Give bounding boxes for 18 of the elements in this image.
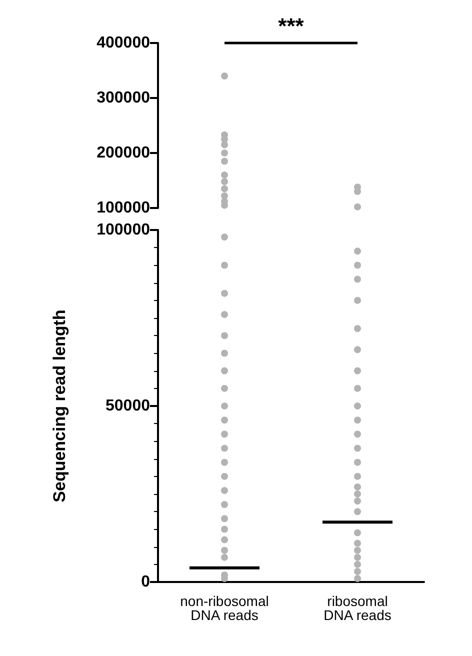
y-tick-label: 100000	[96, 200, 150, 216]
y-tick-label: 100000	[96, 222, 150, 238]
point	[221, 178, 228, 186]
x-tick-label: ribosomal DNA reads	[324, 593, 392, 623]
point	[221, 172, 228, 178]
y-tick-label: 400000	[96, 34, 150, 52]
y-tick-label: 0	[141, 574, 150, 590]
y-tick-label: 50000	[106, 398, 150, 414]
y-tick-label: 200000	[96, 144, 150, 162]
y-tick-label: 300000	[96, 90, 150, 106]
point	[221, 150, 228, 156]
point	[221, 141, 228, 148]
x-tick-label: non-ribosomal DNA reads	[180, 593, 269, 623]
point	[221, 185, 228, 192]
point	[221, 158, 228, 165]
point	[221, 72, 228, 80]
y-axis-title: Sequencing read length	[50, 310, 69, 502]
text: ***	[278, 14, 304, 38]
